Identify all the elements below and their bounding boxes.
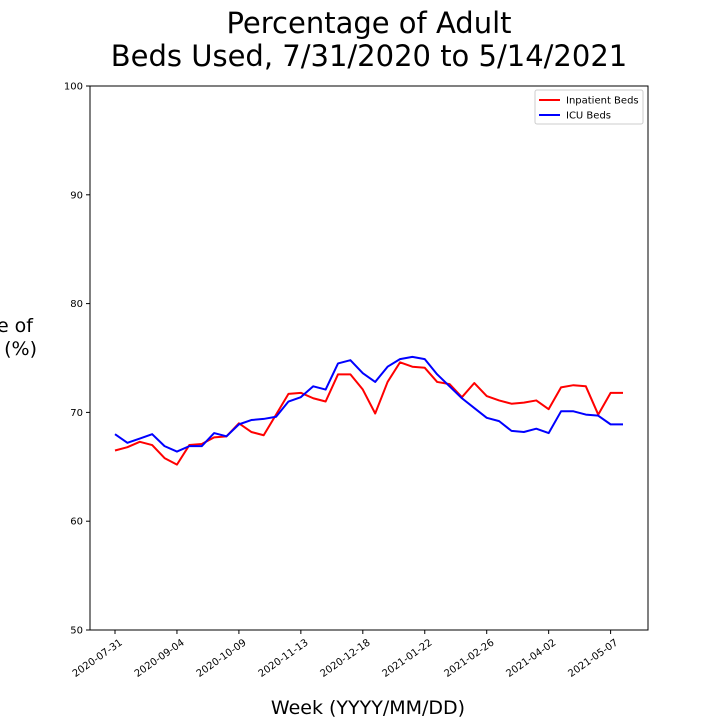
legend-label: ICU Beds [566,111,611,122]
series-line-icu-beds [114,355,623,453]
x-tick-label: 2021-05-07 [566,637,620,679]
x-tick-label: 2021-02-26 [443,637,497,679]
y-tick-label: 80 [70,299,83,310]
x-tick-label: 2020-09-04 [133,637,187,679]
x-tick-label: 2020-07-31 [71,637,125,679]
y-axis-label-line-1: e of [0,315,34,337]
y-tick-label: 50 [70,626,83,637]
legend: Inpatient Beds ICU Beds [534,89,644,125]
plot-background [90,86,648,630]
y-tick-label: 90 [70,190,83,201]
y-axis: 50 60 70 80 90 100 [64,82,90,637]
y-tick-label: 100 [64,82,83,93]
legend-box [534,89,644,125]
x-axis: 2020-07-31 2020-09-04 2020-10-09 2020-11-13… [71,630,620,680]
y-tick-label: 60 [70,517,83,528]
chart-title-line-2: Beds Used, 7/31/2020 to 5/14/2021 [111,39,627,73]
y-axis-label-line-2: (%) [4,338,37,360]
plot-area [89,85,649,631]
x-tick-label: 2020-11-13 [257,637,311,679]
legend-label: Inpatient Beds [566,96,639,107]
chart-title-line-1: Percentage of Adult [226,6,511,40]
x-tick-label: 2020-12-18 [319,637,373,679]
x-tick-label: 2021-04-02 [504,637,558,679]
plot-frame [89,85,649,631]
x-tick-label: 2021-01-22 [381,637,435,679]
x-tick-label: 2020-10-09 [195,637,249,679]
series-line-inpatient-beds [114,361,623,466]
series-layer [114,355,623,466]
chart-title: Percentage of Adult Beds Used, 7/31/2020… [111,6,627,73]
x-axis-label: Week (YYYY/MM/DD) [271,697,465,719]
y-tick-label: 70 [70,408,83,419]
y-axis-label: e of (%) [0,315,37,360]
